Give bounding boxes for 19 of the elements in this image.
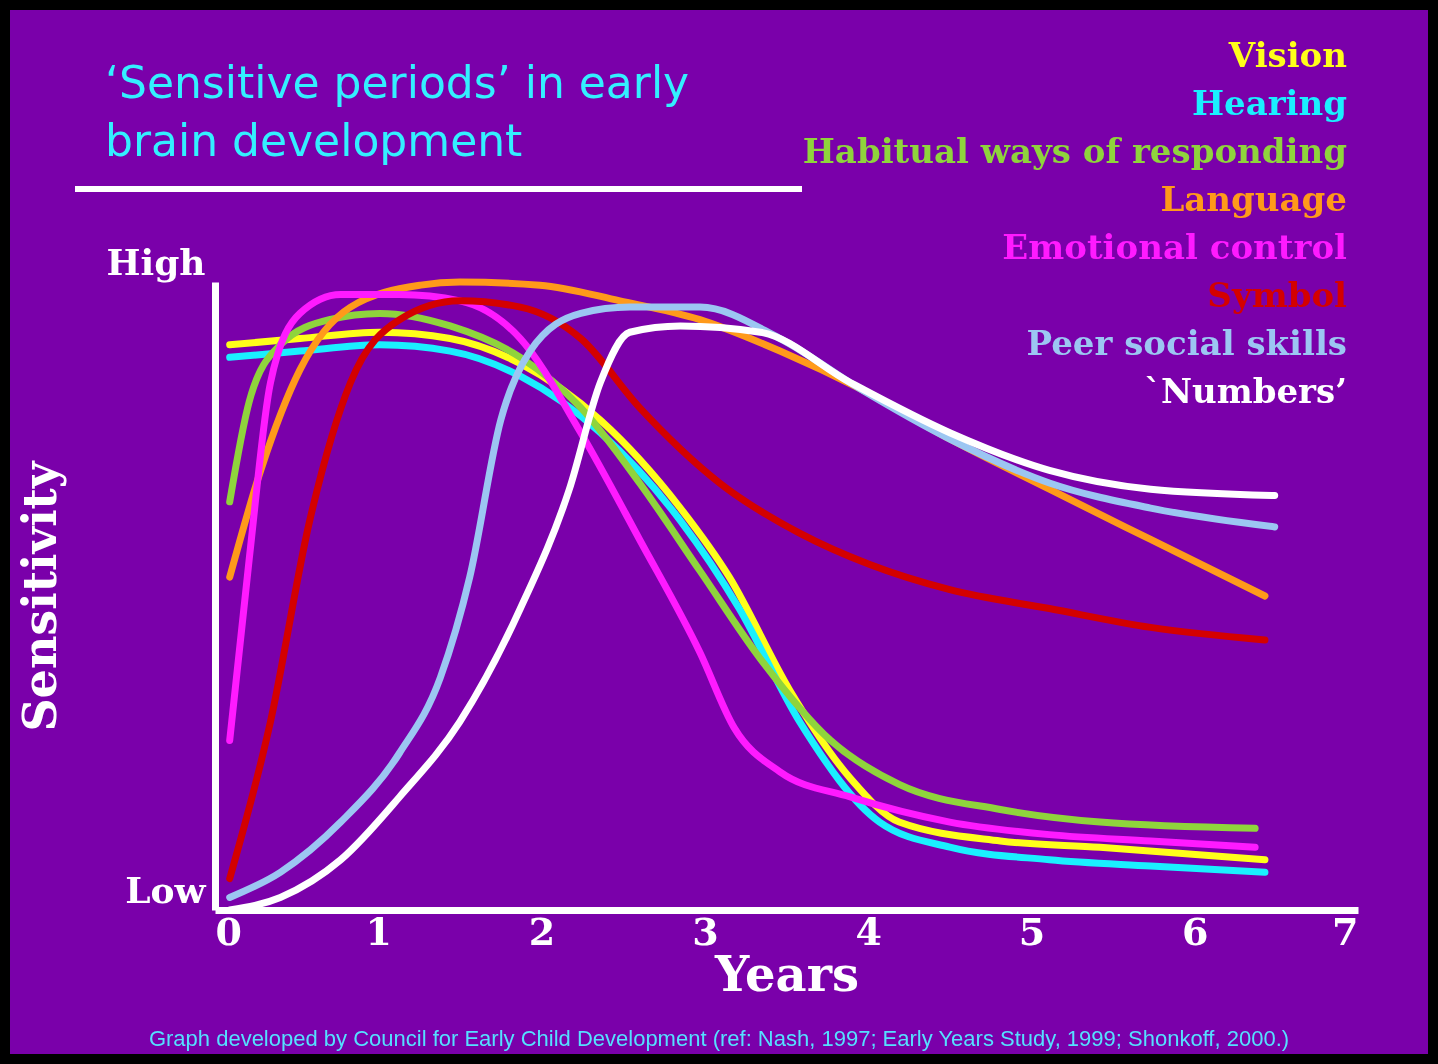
- text: High: [106, 240, 206, 283]
- text: Symbol: [1207, 275, 1348, 315]
- y-axis-title: Sensitivity: [13, 460, 68, 732]
- x-tick-label: 5: [1018, 908, 1046, 954]
- text: Language: [1160, 179, 1347, 219]
- text: Peer social skills: [1026, 323, 1347, 363]
- text: Habitual ways of responding: [802, 131, 1347, 171]
- x-tick-label: 6: [1181, 908, 1209, 954]
- text: Hearing: [1191, 83, 1347, 123]
- x-tick-label: 0: [215, 908, 242, 954]
- text: Graph developed by Council for Early Child Development (ref: Nash, 1997; Early Years Study, 1999; Shonkoff, 2000.): [147, 1026, 1291, 1052]
- x-tick-label: 1: [365, 908, 393, 954]
- chart-title: ‘Sensitive periods’ in early brain development: [105, 57, 690, 166]
- text: `Numbers’: [1143, 371, 1347, 411]
- text: Vision: [1227, 35, 1347, 75]
- x-tick-label: 2: [528, 908, 556, 954]
- text: Emotional control: [1002, 227, 1348, 267]
- x-tick-label: 7: [1332, 908, 1359, 954]
- text: Low: [125, 868, 207, 911]
